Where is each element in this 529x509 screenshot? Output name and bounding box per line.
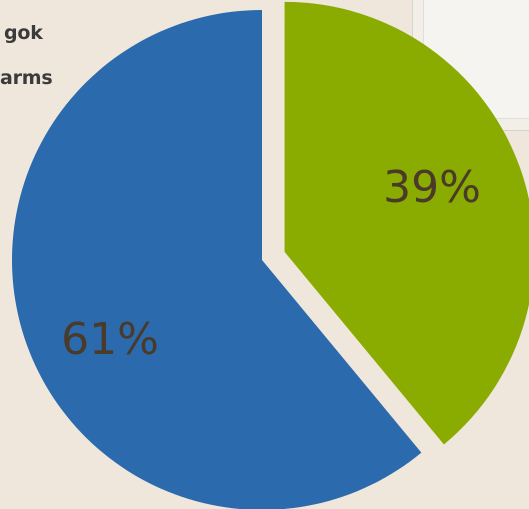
title-fragment-1: gok — [4, 22, 43, 44]
pie-slice-1 — [284, 1, 529, 445]
slice-label-1: 39% — [383, 162, 481, 213]
pie-labels: 39% 61% — [61, 162, 481, 365]
pie-slice-2 — [12, 10, 422, 509]
pie-slices — [12, 1, 529, 509]
slice-label-2: 61% — [61, 314, 159, 365]
title-fragment-2: arms — [0, 67, 53, 89]
